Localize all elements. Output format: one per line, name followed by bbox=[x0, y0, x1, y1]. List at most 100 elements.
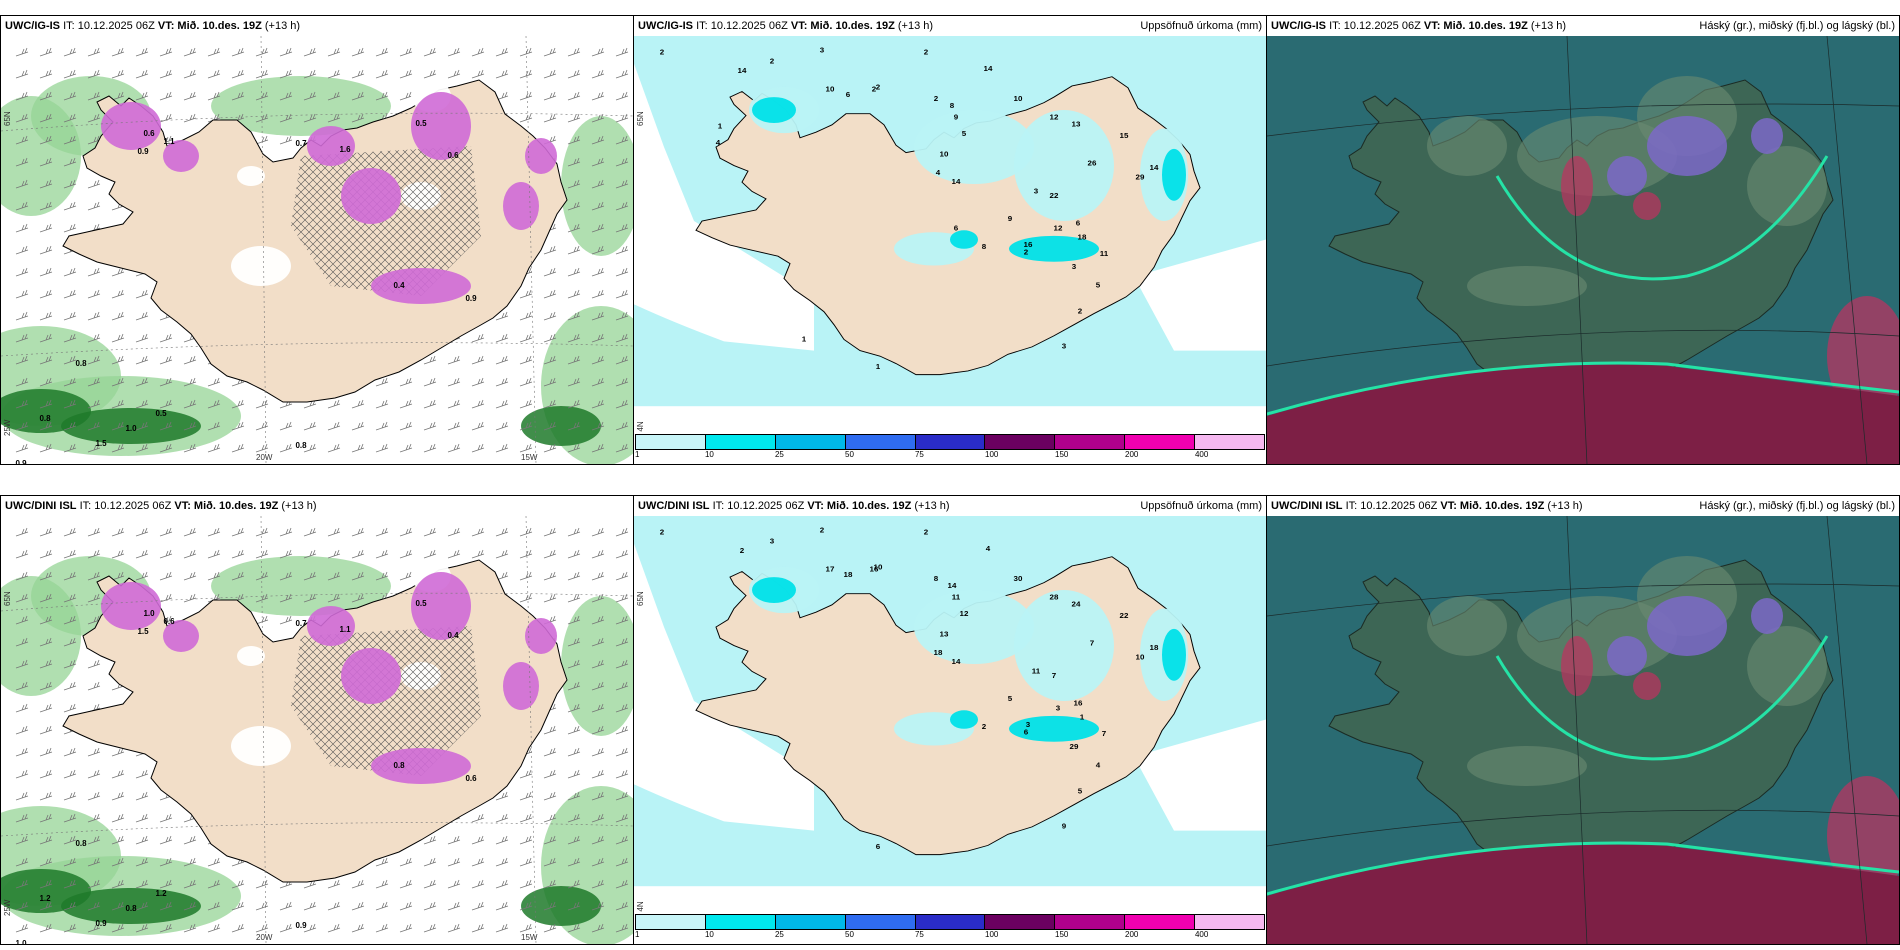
colorbar-tick: 75 bbox=[914, 450, 924, 459]
map-value-label: 0.8 bbox=[295, 441, 307, 450]
map-value-label: 1.0 bbox=[125, 424, 137, 433]
map-value-label: 1.0 bbox=[15, 939, 27, 944]
map-value-label: 0.7 bbox=[295, 619, 307, 628]
snow-area bbox=[503, 182, 539, 230]
colorbar-segment bbox=[1055, 915, 1126, 929]
snow-area bbox=[307, 606, 355, 646]
map-panel-dini-precip: UWC/DINI ISL IT: 10.12.2025 06Z VT: Mið.… bbox=[633, 495, 1267, 945]
heavy-precip-area bbox=[1162, 148, 1186, 201]
map-value-label: 11 bbox=[1032, 667, 1041, 676]
map-value-label: 3 bbox=[1056, 704, 1060, 713]
hatched-area bbox=[291, 626, 481, 776]
mid-cloud-area bbox=[1467, 746, 1587, 786]
colorbar-segment bbox=[915, 435, 986, 449]
map-value-label: 0.9 bbox=[15, 459, 27, 464]
map-value-label: 28 bbox=[1050, 593, 1060, 602]
model-name: UWC/IG-IS bbox=[1271, 20, 1326, 32]
map-value-label: 4 bbox=[936, 168, 941, 177]
map-value-label: 12 bbox=[1054, 224, 1063, 233]
colorbar-segment bbox=[705, 435, 776, 449]
precip-area bbox=[1014, 110, 1114, 222]
panel-header: UWC/IG-IS IT: 10.12.2025 06Z VT: Mið. 10… bbox=[1267, 16, 1899, 36]
dry-area bbox=[634, 63, 814, 351]
glacier-area bbox=[231, 246, 291, 286]
model-name: UWC/DINI ISL bbox=[5, 500, 77, 512]
colorbar-segment bbox=[1195, 435, 1265, 449]
map-value-label: 2 bbox=[982, 722, 986, 731]
map-value-label: 2 bbox=[934, 94, 938, 103]
map-value-label: 2 bbox=[1078, 307, 1082, 316]
map-value-label: 18 bbox=[844, 570, 854, 579]
snow-area bbox=[341, 648, 401, 704]
map-value-label: 18 bbox=[1078, 233, 1088, 242]
map-value-label: 5 bbox=[1078, 787, 1083, 796]
map-value-label: 2 bbox=[660, 528, 664, 537]
map-value-label: 0.6 bbox=[447, 151, 459, 160]
cloud-contour bbox=[1267, 635, 1899, 896]
heavy-precip-area bbox=[950, 230, 978, 249]
model-name: UWC/DINI ISL bbox=[1271, 500, 1343, 512]
map-panel-ig-wind: UWC/IG-IS IT: 10.12.2025 06Z VT: Mið. 10… bbox=[0, 15, 634, 465]
colorbar-tick: 50 bbox=[845, 930, 854, 939]
init-time: IT: 10.12.2025 06Z bbox=[1329, 20, 1421, 32]
snow-area bbox=[163, 140, 199, 172]
snow-area bbox=[371, 748, 471, 784]
valid-time: Mið. 10.des. 19Z bbox=[1443, 20, 1528, 32]
colorbar-tick: 200 bbox=[1125, 930, 1139, 939]
map-value-label: 6 bbox=[846, 90, 850, 99]
colorbar-segment bbox=[915, 915, 986, 929]
dry-area bbox=[634, 543, 814, 831]
lead-time: (+13 h) bbox=[914, 500, 950, 512]
map-value-label: 6 bbox=[954, 224, 958, 233]
map-value-label: 0.4 bbox=[393, 281, 405, 290]
map-value-label: 0.5 bbox=[155, 409, 167, 418]
panel-header: UWC/DINI ISL IT: 10.12.2025 06Z VT: Mið.… bbox=[1267, 496, 1899, 516]
deep-cloud-area bbox=[1633, 192, 1661, 220]
map-value-label: 4 bbox=[1096, 761, 1101, 770]
graticule bbox=[1, 36, 633, 464]
colorbar-segment bbox=[636, 435, 706, 449]
colorbar-segment bbox=[1125, 435, 1196, 449]
map-value-label: 6 bbox=[876, 842, 880, 851]
map-value-label: 3 bbox=[1072, 262, 1076, 271]
map-value-label: 2 bbox=[876, 83, 880, 92]
map-value-label: 1 bbox=[802, 335, 807, 344]
field-title: Háský (gr.), miðský (fj.bl.) og lágský (… bbox=[1699, 20, 1895, 32]
map-panel-ig-precip: UWC/IG-IS IT: 10.12.2025 06Z VT: Mið. 10… bbox=[633, 15, 1267, 465]
map-value-label: 13 bbox=[940, 630, 949, 639]
valid-label: VT: bbox=[790, 20, 808, 32]
map-value-label: 2 bbox=[1024, 248, 1028, 257]
map-value-label: 11 bbox=[1100, 249, 1109, 258]
map-value-label: 3 bbox=[1034, 187, 1038, 196]
map-value-label: 3 bbox=[1062, 342, 1066, 351]
map-panel-ig-cloud: UWC/IG-IS IT: 10.12.2025 06Z VT: Mið. 10… bbox=[1266, 15, 1900, 465]
map-value-label: 6 bbox=[1024, 728, 1028, 737]
snow-area bbox=[503, 662, 539, 710]
colorbar: 1 10 25 50 75 100 150 200 400 bbox=[634, 432, 1266, 464]
wind-field-area bbox=[211, 76, 391, 136]
map-value-label: 2 bbox=[660, 48, 664, 57]
map-value-label: 1.6 bbox=[339, 145, 351, 154]
snow-area bbox=[307, 126, 355, 166]
latitude-label: 25W bbox=[3, 419, 12, 436]
snow-area bbox=[411, 92, 471, 160]
longitude-label: 15W bbox=[521, 933, 538, 942]
map-canvas bbox=[1267, 36, 1899, 464]
longitude-label: 20W bbox=[256, 933, 273, 942]
glacier-area bbox=[237, 646, 265, 666]
map-value-label: 5 bbox=[1008, 694, 1013, 703]
map-value-label: 4 bbox=[986, 544, 991, 553]
colorbar-segment bbox=[636, 915, 706, 929]
snow-area bbox=[163, 620, 199, 652]
field-title: Háský (gr.), miðský (fj.bl.) og lágský (… bbox=[1699, 500, 1895, 512]
map-canvas: 0.8 1.2 1.0 0.9 0.8 1.2 1.0 0.6 1.5 0.9 0.7 1.1 0.5 0… bbox=[1, 516, 633, 944]
high-cloud-area bbox=[1607, 156, 1647, 196]
deep-cloud-area bbox=[1561, 156, 1593, 216]
strong-wind-area bbox=[61, 408, 201, 444]
colorbar-tick: 50 bbox=[845, 450, 854, 459]
colorbar-tick: 150 bbox=[1055, 450, 1069, 459]
colorbar: 1 10 25 50 75 100 150 200 400 bbox=[634, 912, 1266, 944]
colorbar-tick: 1 bbox=[635, 450, 640, 459]
mid-cloud-area bbox=[1747, 626, 1827, 706]
lead-time: (+13 h) bbox=[897, 20, 934, 32]
